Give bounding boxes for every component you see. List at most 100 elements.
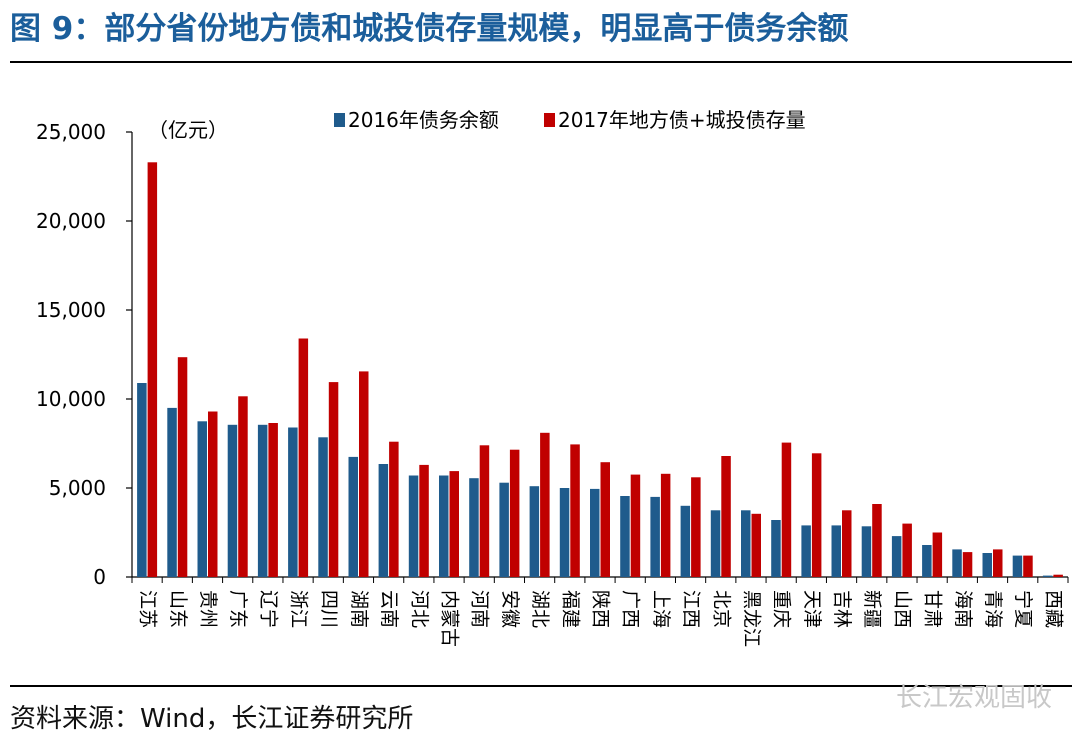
x-tick-label: 内蒙古 — [439, 590, 461, 647]
bar-2016 — [680, 505, 691, 577]
x-tick-label: 黑龙江 — [741, 590, 763, 647]
bar-2016 — [771, 520, 781, 577]
bar-2016 — [1042, 575, 1053, 577]
bar-2017 — [177, 357, 188, 577]
bar-2016 — [378, 464, 389, 577]
x-tick-label: 新疆 — [861, 590, 883, 628]
x-tick-label: 天津 — [801, 590, 823, 628]
y-tick-label: 15,000 — [36, 298, 106, 322]
bar-2016 — [559, 488, 570, 577]
x-tick-label: 青海 — [982, 590, 1004, 628]
x-tick-label: 四川 — [318, 590, 340, 628]
bar-2017 — [751, 513, 761, 577]
bar-2016 — [167, 407, 177, 577]
x-tick-label: 甘肃 — [922, 590, 944, 628]
bar-2016 — [469, 478, 479, 577]
x-tick-label: 北京 — [710, 590, 732, 628]
x-tick-label: 辽宁 — [257, 590, 279, 628]
bar-2017 — [600, 462, 610, 577]
bar-2017 — [298, 338, 309, 577]
x-tick-label: 宁夏 — [1012, 590, 1034, 628]
y-tick-label: 5,000 — [49, 476, 106, 500]
figure-title: 图 9：部分省份地方债和城投债存量规模，明显高于债务余额 — [10, 11, 849, 47]
legend-label: 2017年地方债+城投债存量 — [558, 108, 806, 132]
bar-2016 — [620, 496, 630, 577]
bar-2017 — [962, 552, 973, 577]
y-tick-label: 0 — [93, 565, 106, 589]
x-tick-label: 西藏 — [1042, 590, 1064, 628]
x-tick-label: 安徽 — [499, 590, 521, 628]
bar-2016 — [408, 475, 419, 577]
x-tick-label: 上海 — [650, 590, 672, 628]
bar-2017 — [238, 396, 248, 577]
top-divider — [10, 61, 1072, 63]
x-tick-label: 贵州 — [197, 590, 219, 628]
bar-2016 — [197, 421, 207, 578]
bar-2017 — [932, 532, 943, 577]
chart-legend: 2016年债务余额 2017年地方债+城投债存量 — [334, 108, 806, 132]
bar-2017 — [781, 442, 792, 577]
bar-2017 — [570, 444, 580, 577]
x-tick-label: 江苏 — [137, 590, 159, 628]
bar-2016 — [710, 510, 721, 578]
bar-2017 — [902, 523, 912, 577]
bar-2016 — [741, 510, 751, 578]
x-tick-label: 浙江 — [288, 590, 310, 628]
bar-2016 — [529, 486, 540, 577]
x-tick-label: 云南 — [378, 590, 400, 628]
legend-label: 2016年债务余额 — [348, 108, 499, 132]
bar-2016 — [257, 424, 268, 577]
bar-2016 — [318, 437, 328, 577]
x-tick-label: 河南 — [469, 590, 491, 628]
bar-chart: 江苏 山东 贵州 广东 辽宁 浙江 四川 湖南 云南 河北 内蒙古 河南 安徽 湖北 福建 陕西 广西 上海 江西北… — [36, 108, 1069, 647]
x-tick-label: 湖北 — [529, 590, 551, 628]
bar-2017 — [389, 441, 399, 577]
bar-2017 — [359, 371, 369, 577]
x-tick-label: 重庆 — [771, 590, 793, 628]
source-note: 资料来源：Wind，长江证券研究所 — [10, 704, 414, 734]
bar-2016 — [650, 496, 660, 577]
bar-2016 — [590, 488, 600, 577]
bar-2017 — [479, 445, 490, 577]
bar-2016 — [831, 525, 841, 577]
x-tick-label: 吉林 — [831, 590, 853, 628]
y-tick-label: 25,000 — [36, 120, 106, 144]
x-tick-label: 河北 — [408, 590, 430, 628]
bar-2016 — [439, 475, 449, 577]
bar-2017 — [1023, 555, 1033, 577]
bar-2017 — [691, 477, 701, 577]
y-tick-label: 10,000 — [36, 387, 106, 411]
bar-2017 — [449, 471, 459, 577]
legend-swatch — [334, 113, 345, 127]
bottom-divider — [10, 685, 1072, 687]
bar-2016 — [227, 424, 238, 577]
bar-2016 — [861, 526, 872, 577]
bar-2017 — [993, 549, 1003, 577]
x-tick-label: 山西 — [891, 590, 913, 628]
bar-2017 — [509, 449, 520, 577]
x-tick-label: 广西 — [620, 590, 642, 628]
y-unit-label: （亿元） — [148, 118, 228, 142]
bar-2016 — [137, 383, 147, 577]
bar-2016 — [891, 536, 902, 577]
bar-2016 — [288, 427, 298, 577]
bar-2016 — [1012, 555, 1023, 577]
bar-2017 — [842, 510, 852, 578]
bar-2017 — [147, 162, 158, 578]
bar-2017 — [208, 411, 218, 577]
x-tick-labels: 江苏 山东 贵州 广东 辽宁 浙江 四川 湖南 云南 河北 内蒙古 河南 安徽 湖北 福建 陕西 广西 上海 江西北… — [137, 590, 1065, 647]
bar-2016 — [348, 456, 358, 577]
x-tick-label: 福建 — [559, 590, 581, 628]
bar-2017 — [630, 474, 641, 577]
x-tick-label: 湖南 — [348, 590, 370, 628]
bar-2016 — [922, 545, 932, 577]
bar-2017 — [540, 432, 550, 577]
bar-2017 — [1053, 574, 1063, 577]
bar-2016 — [952, 549, 962, 577]
bar-2016 — [801, 525, 811, 577]
chart-axes — [126, 131, 1069, 583]
legend-swatch — [544, 113, 555, 127]
bar-2016 — [982, 553, 992, 577]
x-tick-label: 江西 — [680, 590, 702, 628]
bar-2017 — [811, 453, 822, 577]
